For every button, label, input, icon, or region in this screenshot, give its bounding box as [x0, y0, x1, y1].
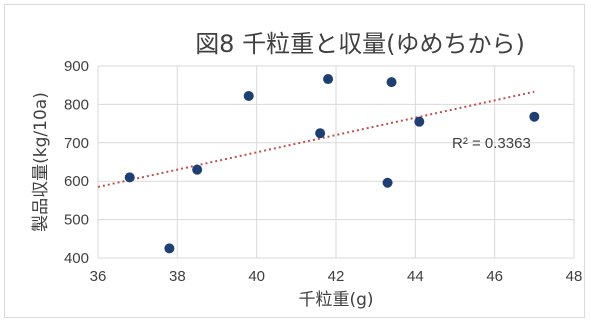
x-axis-label: 千粒重(g) [298, 290, 373, 310]
x-tick-label: 48 [566, 268, 583, 285]
y-tick-label: 400 [64, 250, 89, 267]
data-point [243, 90, 254, 101]
data-point [164, 243, 175, 254]
x-tick-label: 44 [407, 268, 424, 285]
x-tick-label: 38 [169, 268, 186, 285]
y-tick-label: 700 [64, 135, 89, 152]
data-point [529, 111, 540, 122]
x-tick-labels: 36 38 40 42 44 46 48 [90, 268, 583, 285]
y-tick-label: 600 [64, 173, 89, 190]
chart-title: 図8 千粒重と収量(ゆめちから) [195, 30, 525, 58]
data-point [382, 177, 393, 188]
y-tick-label: 900 [64, 58, 89, 75]
x-tick-label: 42 [328, 268, 345, 285]
x-tick-label: 40 [248, 268, 265, 285]
r-squared-label: R² = 0.3363 [452, 135, 531, 152]
data-point [315, 128, 326, 139]
x-tick-label: 36 [90, 268, 107, 285]
data-point [414, 116, 425, 127]
gridlines [97, 65, 575, 259]
y-tick-label: 500 [64, 212, 89, 229]
data-point [124, 172, 135, 183]
data-points [124, 74, 540, 254]
data-point [386, 77, 397, 88]
chart-frame [4, 4, 585, 318]
y-tick-labels: 400 500 600 700 800 900 [64, 58, 89, 267]
data-point [192, 164, 203, 175]
x-tick-label: 46 [486, 268, 503, 285]
y-tick-label: 800 [64, 96, 89, 113]
y-axis-label: 製品収量(kg/10a) [31, 92, 51, 232]
data-point [323, 74, 334, 85]
